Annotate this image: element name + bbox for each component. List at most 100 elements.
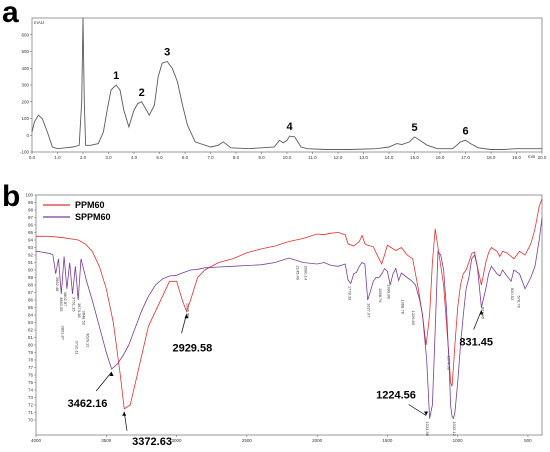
panel-b-y-tick-label: 84 — [28, 313, 34, 318]
panel-b-annotations: 3462.16 3372.63 2929.58 1224.56 831.45 — [68, 310, 493, 448]
panel-b-y-tick-label: 98 — [28, 208, 34, 213]
panel-b-y-tick-label: 87 — [28, 290, 34, 295]
panel-a-letter: a — [2, 0, 19, 29]
annotation-arrow-line — [95, 371, 112, 392]
panel-a-y-unit: mAU — [34, 20, 44, 25]
panel-b-y-tick-label: 74 — [28, 388, 34, 393]
panel-a-x-unit: min — [528, 154, 536, 159]
panel-b-y-tick-label: 73 — [28, 395, 34, 400]
panel-b-y-tick-label: 95 — [28, 230, 34, 235]
panel-b: b 4000 3500 3000 2500 2000 1500 1000 500 70 71 72 7… — [2, 180, 543, 448]
panel-a-x-tick-label: 20.0 — [538, 155, 547, 160]
panel-b-y-tick-label: 99 — [28, 200, 34, 205]
small-peak-label: 3710.11 — [74, 340, 79, 355]
panel-a-x-tick-label: 19.0 — [512, 155, 521, 160]
panel-a-y-tick-label: 300 — [21, 83, 29, 88]
panel-a-x-tick-label: 18.0 — [487, 155, 496, 160]
panel-a-x-tick-label: 8.0 — [233, 155, 240, 160]
panel-a-x-tick-label: 15.0 — [410, 155, 419, 160]
peak-label: 5 — [411, 122, 417, 134]
annotation-label: 2929.58 — [172, 342, 212, 354]
small-peak-label: 2145.49 — [296, 266, 301, 281]
panel-a-y-tick-label: 400 — [21, 66, 29, 71]
panel-a-x-tick-label: 1.0 — [54, 155, 61, 160]
small-peak-label: 576.76 — [516, 295, 521, 308]
panel-b-x-tick-label: 1500 — [382, 438, 393, 443]
panel-b-y-tick-label: 85 — [28, 305, 34, 310]
small-peak-label: 2090.14 — [304, 265, 309, 280]
panel-a-y-tick-label: 100 — [21, 116, 29, 121]
panel-b-y-tick-label: 91 — [28, 260, 34, 265]
small-peak-label: 3629.12 — [86, 333, 91, 348]
small-peak-label: 831.45 — [480, 307, 485, 320]
panel-a-y-tick-label: 500 — [21, 49, 29, 54]
panel-a-x-tick-label: 6.0 — [182, 155, 189, 160]
peak-label: 6 — [462, 125, 468, 137]
panel-b-y-tick-label: 81 — [28, 335, 34, 340]
panel-b-y-tick-label: 71 — [28, 410, 34, 415]
annotation-arrow-line — [408, 404, 427, 416]
panel-a-peak-labels: 1 2 3 4 5 6 — [113, 47, 468, 138]
annotation-arrowhead — [184, 314, 189, 319]
panel-b-x-tick-label: 3500 — [101, 438, 112, 443]
panel-b-y-tick-label: 78 — [28, 358, 34, 363]
small-peak-label: 3751.15 — [72, 297, 77, 312]
panel-b-y-tick-label: 88 — [28, 283, 34, 288]
panel-b-traces — [35, 198, 543, 420]
panel-a-y-tick-label: -100 — [20, 150, 30, 155]
panel-a-x-tick-label: 2.0 — [80, 155, 87, 160]
panel-a-x-tick-label: 10.0 — [283, 155, 292, 160]
panel-b-y-tick-label: 76 — [28, 373, 34, 378]
panel-b-y-tick-label: 100 — [25, 193, 33, 198]
panel-a-x-tick-label: 14.0 — [385, 155, 394, 160]
peak-label: 3 — [164, 47, 170, 59]
panel-b-x-tick-label: 1000 — [453, 438, 464, 443]
panel-b-y-tick-label: 79 — [28, 350, 34, 355]
panel-a-y-tick-label: 200 — [21, 99, 29, 104]
annotation-label: 1224.56 — [376, 390, 416, 402]
panel-b-y-tick-label: 96 — [28, 223, 34, 228]
panel-b-y-tick-label: 75 — [28, 380, 34, 385]
peak-label: 1 — [113, 70, 119, 82]
small-peak-label: 1778.33 — [347, 286, 352, 301]
small-peak-label: 1224.56 — [425, 422, 430, 437]
small-peak-label: 3674.38 — [77, 303, 82, 318]
legend-label-sppm60: SPPM60 — [75, 212, 111, 222]
annotation-arrowhead — [424, 411, 429, 416]
panel-b-y-tick-label: 80 — [28, 343, 34, 348]
peak-label: 2 — [139, 87, 145, 99]
panel-a-x-tick-label: 16.0 — [436, 155, 445, 160]
chromatogram-line — [31, 17, 542, 150]
panel-a-axes: 0.0 1.0 2.0 3.0 4.0 5.0 6.0 7.0 8.0 9.0 10.0 11.0 12… — [20, 32, 547, 160]
annotation-label: 3372.63 — [132, 436, 172, 448]
panel-a-x-tick-label: 0.0 — [29, 155, 36, 160]
small-peak-label: 1032.12 — [452, 421, 457, 436]
panel-a-trace — [31, 17, 542, 150]
panel-a: a mAU min 0.0 1.0 2.0 3.0 4.0 5.0 6.0 7.0 8.0 9.0… — [2, 0, 547, 160]
panel-a-x-tick-label: 17.0 — [461, 155, 470, 160]
panel-b-y-tick-label: 92 — [28, 253, 34, 258]
panel-a-x-tick-label: 11.0 — [308, 155, 317, 160]
panel-a-y-tick-label: 0 — [26, 133, 29, 138]
panel-a-y-tick-label: 600 — [21, 32, 29, 37]
small-peak-label: 1499.86 — [387, 284, 392, 299]
panel-b-y-tick-label: 70 — [28, 418, 34, 423]
small-peak-label: 1558.76 — [378, 288, 383, 303]
panel-a-x-tick-label: 12.0 — [334, 155, 343, 160]
ir-trace-ppm60 — [36, 198, 543, 410]
peak-label: 4 — [286, 121, 293, 133]
panel-a-x-tick-label: 4.0 — [131, 155, 138, 160]
panel-b-letter: b — [2, 180, 20, 213]
small-peak-label: 1627.07 — [367, 303, 372, 318]
panel-b-y-tick-label: 86 — [28, 298, 34, 303]
panel-a-x-tick-label: 9.0 — [258, 155, 265, 160]
small-peak-label: 620.52 — [510, 288, 515, 301]
panel-a-x-tick-label: 3.0 — [105, 155, 112, 160]
small-peak-label: 3962.46 — [55, 277, 60, 292]
small-peak-label: 1388.78 — [400, 299, 405, 314]
panel-b-y-tick-label: 82 — [28, 328, 34, 333]
panel-b-axes: 4000 3500 3000 2500 2000 1500 1000 500 70 71 72 73 7… — [25, 193, 532, 444]
small-peak-label: 3853.55 — [59, 297, 64, 312]
panel-a-x-tick-label: 13.0 — [359, 155, 368, 160]
